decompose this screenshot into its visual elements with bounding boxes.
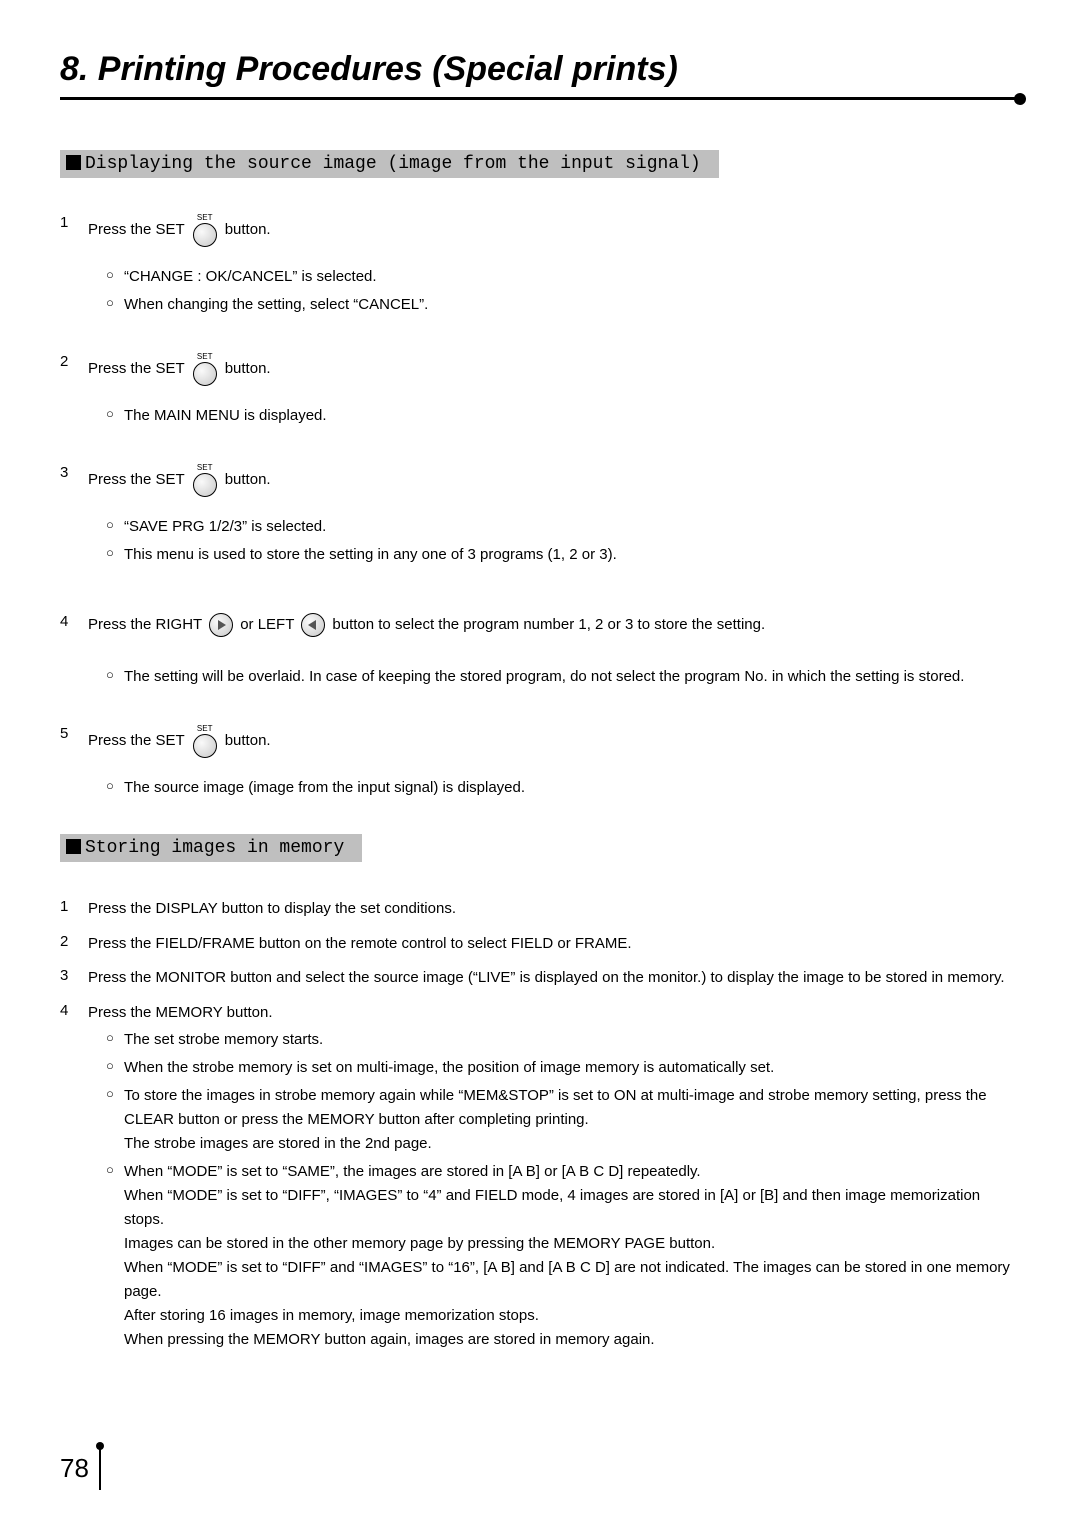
step-text: button. (225, 358, 271, 381)
page-number: 78 (60, 1446, 101, 1490)
s2-step-4: 4 Press the MEMORY button. ○The set stro… (60, 1002, 1020, 1357)
set-button-icon: SET (193, 353, 217, 386)
step-5: 5 Press the SET SET button. ○The source … (60, 725, 1020, 804)
title-rule (60, 97, 1020, 100)
step-text: Press the SET (88, 358, 185, 381)
step-1: 1 Press the SET SET button. ○“CHANGE : O… (60, 214, 1020, 321)
step-text: button. (225, 730, 271, 753)
step-text: Press the RIGHT (88, 614, 202, 637)
page-title: 8. Printing Procedures (Special prints) (60, 50, 1020, 89)
sub-text: The setting will be overlaid. In case of… (124, 665, 1020, 689)
s2-step-3: 3 Press the MONITOR button and select th… (60, 967, 1020, 990)
step-text: button to select the program number 1, 2… (332, 614, 765, 637)
sub-text: When changing the setting, select “CANCE… (124, 293, 1020, 317)
step-number: 1 (60, 214, 88, 231)
set-button-icon: SET (193, 725, 217, 758)
section-header-display-source: Displaying the source image (image from … (60, 150, 719, 178)
step-text: Press the FIELD/FRAME button on the remo… (88, 933, 1020, 956)
set-button-icon: SET (193, 214, 217, 247)
step-text: or LEFT (240, 614, 294, 637)
step-text: Press the MEMORY button. (88, 1002, 1020, 1025)
step-4: 4 Press the RIGHT or LEFT button to sele… (60, 613, 1020, 693)
step-number: 4 (60, 613, 88, 630)
set-button-icon: SET (193, 464, 217, 497)
s2-step-2: 2 Press the FIELD/FRAME button on the re… (60, 933, 1020, 956)
step-text: Press the MONITOR button and select the … (88, 967, 1020, 990)
sub-text: To store the images in strobe memory aga… (124, 1084, 1020, 1156)
sub-text: “SAVE PRG 1/2/3” is selected. (124, 515, 1020, 539)
step-text: button. (225, 219, 271, 242)
right-arrow-icon (209, 613, 233, 637)
sub-text: The set strobe memory starts. (124, 1028, 1020, 1052)
step-3: 3 Press the SET SET button. ○“SAVE PRG 1… (60, 464, 1020, 571)
step-number: 1 (60, 898, 88, 915)
s2-step-1: 1 Press the DISPLAY button to display th… (60, 898, 1020, 921)
step-number: 5 (60, 725, 88, 742)
step-number: 4 (60, 1002, 88, 1019)
step-text: button. (225, 469, 271, 492)
sub-text: The MAIN MENU is displayed. (124, 404, 1020, 428)
sub-text: “CHANGE : OK/CANCEL” is selected. (124, 265, 1020, 289)
sub-text: When “MODE” is set to “SAME”, the images… (124, 1160, 1020, 1352)
sub-text: This menu is used to store the setting i… (124, 543, 1020, 567)
step-2: 2 Press the SET SET button. ○The MAIN ME… (60, 353, 1020, 432)
step-text: Press the SET (88, 469, 185, 492)
step-text: Press the DISPLAY button to display the … (88, 898, 1020, 921)
sub-text: When the strobe memory is set on multi-i… (124, 1056, 1020, 1080)
sub-text: The source image (image from the input s… (124, 776, 1020, 800)
step-text: Press the SET (88, 219, 185, 242)
left-arrow-icon (301, 613, 325, 637)
section-header-storing-memory: Storing images in memory (60, 834, 362, 862)
step-number: 3 (60, 464, 88, 481)
step-number: 2 (60, 933, 88, 950)
step-number: 3 (60, 967, 88, 984)
step-number: 2 (60, 353, 88, 370)
step-text: Press the SET (88, 730, 185, 753)
